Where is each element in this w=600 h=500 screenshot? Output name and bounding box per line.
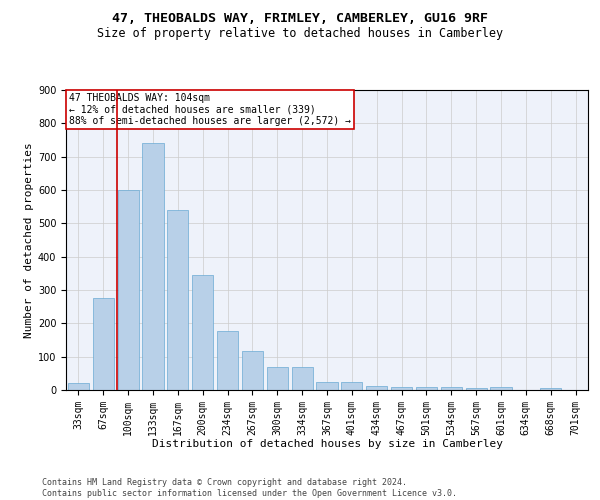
Bar bbox=[466, 388, 487, 390]
Text: 47, THEOBALDS WAY, FRIMLEY, CAMBERLEY, GU16 9RF: 47, THEOBALDS WAY, FRIMLEY, CAMBERLEY, G… bbox=[112, 12, 488, 26]
Bar bbox=[267, 368, 288, 390]
Bar bbox=[316, 382, 338, 390]
Bar bbox=[540, 388, 561, 390]
X-axis label: Distribution of detached houses by size in Camberley: Distribution of detached houses by size … bbox=[151, 439, 503, 449]
Bar bbox=[142, 144, 164, 390]
Bar bbox=[68, 384, 89, 390]
Bar bbox=[292, 368, 313, 390]
Text: 47 THEOBALDS WAY: 104sqm
← 12% of detached houses are smaller (339)
88% of semi-: 47 THEOBALDS WAY: 104sqm ← 12% of detach… bbox=[68, 93, 350, 126]
Bar bbox=[118, 190, 139, 390]
Text: Size of property relative to detached houses in Camberley: Size of property relative to detached ho… bbox=[97, 28, 503, 40]
Bar bbox=[391, 388, 412, 390]
Bar bbox=[192, 275, 213, 390]
Text: Contains HM Land Registry data © Crown copyright and database right 2024.
Contai: Contains HM Land Registry data © Crown c… bbox=[42, 478, 457, 498]
Bar bbox=[366, 386, 387, 390]
Bar bbox=[93, 298, 114, 390]
Bar bbox=[217, 330, 238, 390]
Y-axis label: Number of detached properties: Number of detached properties bbox=[23, 142, 34, 338]
Bar bbox=[341, 382, 362, 390]
Bar bbox=[490, 388, 512, 390]
Bar bbox=[242, 350, 263, 390]
Bar bbox=[416, 388, 437, 390]
Bar bbox=[167, 210, 188, 390]
Bar bbox=[441, 388, 462, 390]
